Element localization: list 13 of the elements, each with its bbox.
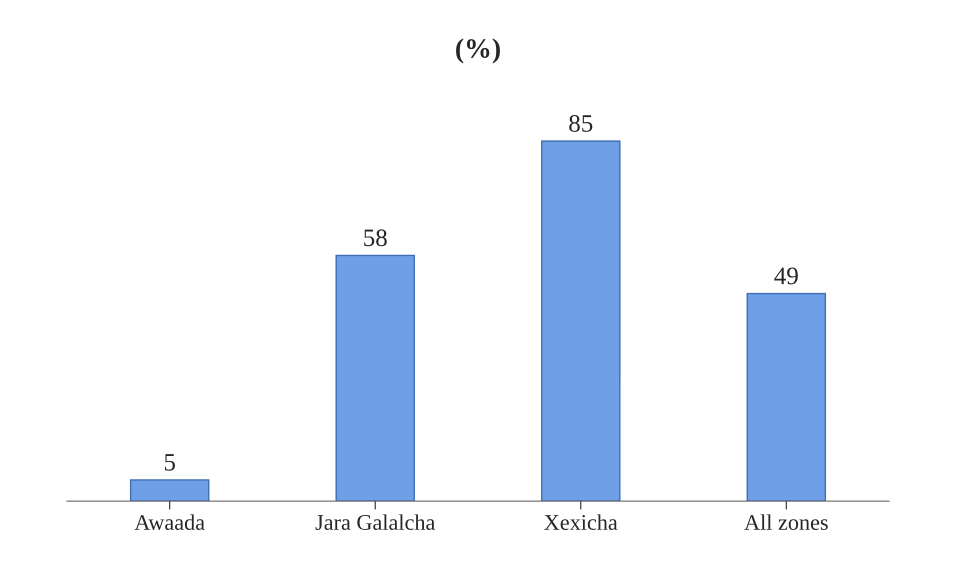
x-tick-label: Awaada <box>134 514 205 530</box>
bar <box>541 140 621 502</box>
data-label: 85 <box>569 115 592 132</box>
data-label: 49 <box>774 268 798 284</box>
bar <box>335 254 415 502</box>
x-tick-label: Jara Galalcha <box>316 514 436 530</box>
bar <box>130 479 210 502</box>
bar <box>746 292 826 502</box>
data-label: 5 <box>164 454 175 471</box>
chart-title: (%) <box>456 38 500 64</box>
x-tick-label: All zones <box>744 514 828 530</box>
data-label: 58 <box>364 229 387 246</box>
x-tick-label: Xexicha <box>544 514 618 530</box>
